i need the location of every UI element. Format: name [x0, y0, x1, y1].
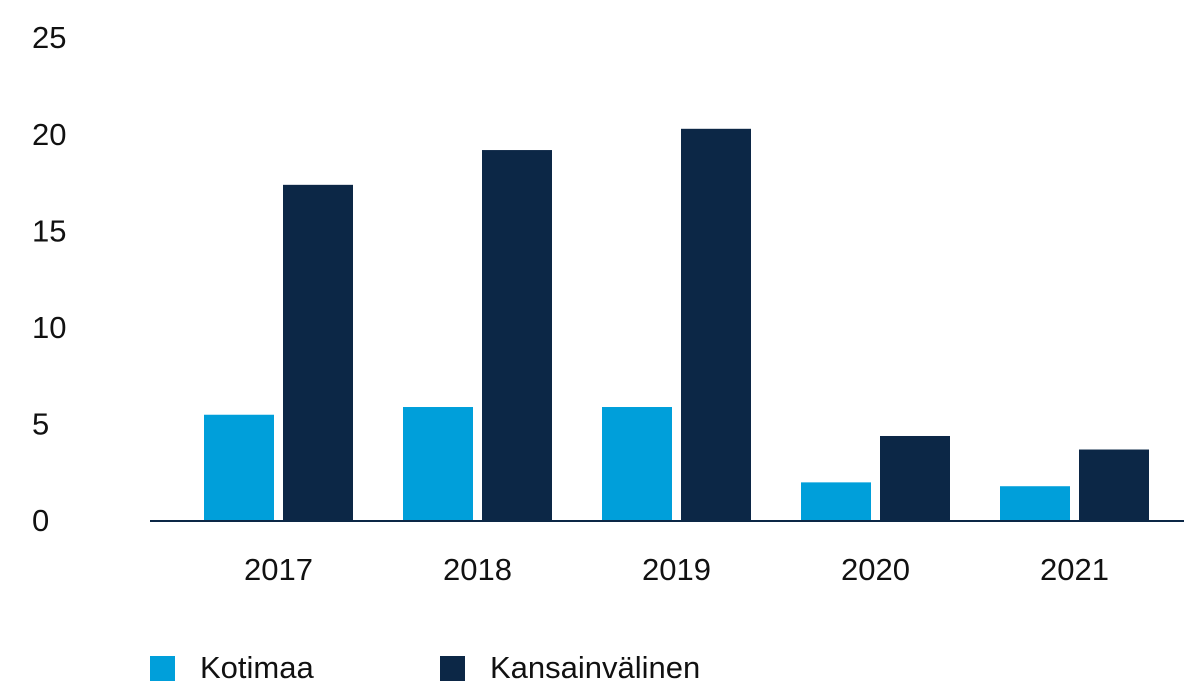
bar [403, 407, 473, 521]
legend-swatch [440, 656, 465, 681]
y-tick-label: 25 [32, 20, 66, 55]
bar [204, 414, 274, 521]
legend-label: Kotimaa [200, 650, 314, 685]
bar [1079, 449, 1149, 521]
bar [602, 407, 672, 521]
y-tick-label: 20 [32, 117, 66, 152]
y-tick-label: 10 [32, 310, 66, 345]
legend-label: Kansainvälinen [490, 650, 700, 685]
y-tick-label: 15 [32, 213, 66, 248]
x-tick-label: 2017 [244, 552, 313, 587]
y-tick-label: 0 [32, 503, 49, 538]
x-tick-label: 2019 [642, 552, 711, 587]
y-tick-label: 5 [32, 407, 49, 442]
x-tick-label: 2020 [841, 552, 910, 587]
bar [880, 435, 950, 521]
bar [801, 482, 871, 521]
x-tick-label: 2021 [1040, 552, 1109, 587]
legend-swatch [150, 656, 175, 681]
x-tick-label: 2018 [443, 552, 512, 587]
bar [681, 128, 751, 521]
bar [283, 184, 353, 521]
bar [1000, 486, 1070, 521]
bar [482, 150, 552, 521]
